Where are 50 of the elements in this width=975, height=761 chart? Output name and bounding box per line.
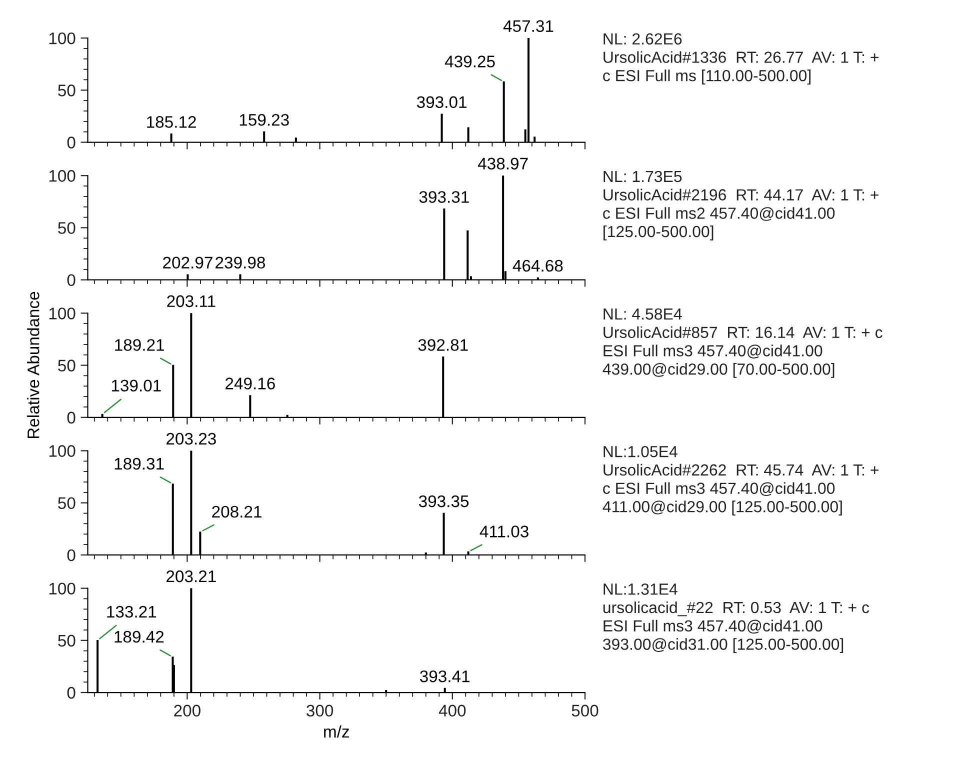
annotation: 393.41 <box>420 670 470 682</box>
annotation: 208.21 <box>212 506 262 518</box>
annotation: 133.21 <box>107 606 156 618</box>
annotation: 393.31 <box>419 191 469 203</box>
y-tick-label: 100 <box>49 582 76 594</box>
annotation: 464.68 <box>512 260 563 272</box>
x-axis-title: m/z <box>324 725 349 738</box>
y-tick-label: 100 <box>49 308 76 320</box>
text: NL:1.05E4 UrsolicAcid#2262 RT: 45.74 AV: 1 T: + c ESI Full ms3 457.40@cid41.00 411.00@cid29.00 [125.00-500.00] <box>602 446 878 516</box>
annotation: 239.98 <box>216 256 266 269</box>
x-tick-label: 200 <box>174 704 200 717</box>
y-tick-label: 0 <box>67 412 76 424</box>
annotation: 189.21 <box>115 339 164 351</box>
y-tick-label: 50 <box>58 634 76 647</box>
y-tick-label: 0 <box>67 686 76 699</box>
y-tick-label: 50 <box>58 84 76 96</box>
text: NL: 4.58E4 UrsolicAcid#857 RT: 16.14 AV: 1 T: + c ESI Full ms3 457.40@cid41.00 439.00@cid29.00 [70.00-500.00] <box>602 308 882 378</box>
y-tick-label: 50 <box>58 497 76 510</box>
text: NL: 2.62E6 UrsolicAcid#1336 RT: 26.77 AV: 1 T: + c ESI Full ms [110.00-500.00] <box>603 33 878 84</box>
annotation: 393.01 <box>416 96 466 108</box>
x-tick-label: 400 <box>438 704 466 717</box>
text: NL: 1.73E5 UrsolicAcid#2196 RT: 44.17 AV: 1 T: + c ESI Full ms2 457.40@cid41.00 [125.00-500.00] <box>603 170 878 240</box>
annotation: 185.12 <box>147 116 196 128</box>
y-tick-label: 100 <box>49 170 76 182</box>
x-tick-label: 500 <box>572 704 598 717</box>
annotation: 203.11 <box>167 295 216 308</box>
text: NL:1.31E4 ursolicacid_#22 RT: 0.53 AV: 1 T: + c ESI Full ms3 457.40@cid41.00 393.00@cid31.00 [125.00-500.00] <box>603 584 870 654</box>
annotation: 203.21 <box>166 570 216 582</box>
annotation: 159.23 <box>240 114 289 126</box>
y-tick-label: 100 <box>49 445 76 457</box>
y-tick-label: 0 <box>67 274 76 286</box>
annotation: 203.23 <box>166 432 216 445</box>
y-tick-label: 0 <box>67 549 76 562</box>
y-tick-label: 50 <box>58 222 76 234</box>
y-tick-label: 50 <box>58 360 76 372</box>
annotation: 392.81 <box>418 339 468 351</box>
x-tick-label: 300 <box>306 704 334 717</box>
annotation: 139.01 <box>112 380 161 392</box>
annotation: 189.42 <box>114 630 164 643</box>
annotation: 393.35 <box>418 495 469 508</box>
y-tick-label: 0 <box>67 136 76 148</box>
annotation: 202.97 <box>163 256 212 269</box>
annotation: 249.16 <box>226 378 275 390</box>
annotation: 411.03 <box>480 526 528 538</box>
annotation: 438.97 <box>478 158 528 170</box>
annotation: 457.31 <box>503 20 554 32</box>
annotation: 189.31 <box>114 458 164 470</box>
y-tick-label: 100 <box>49 32 76 44</box>
annotation: 439.25 <box>444 56 495 68</box>
y-axis-title: Relative Abundance <box>27 292 40 438</box>
